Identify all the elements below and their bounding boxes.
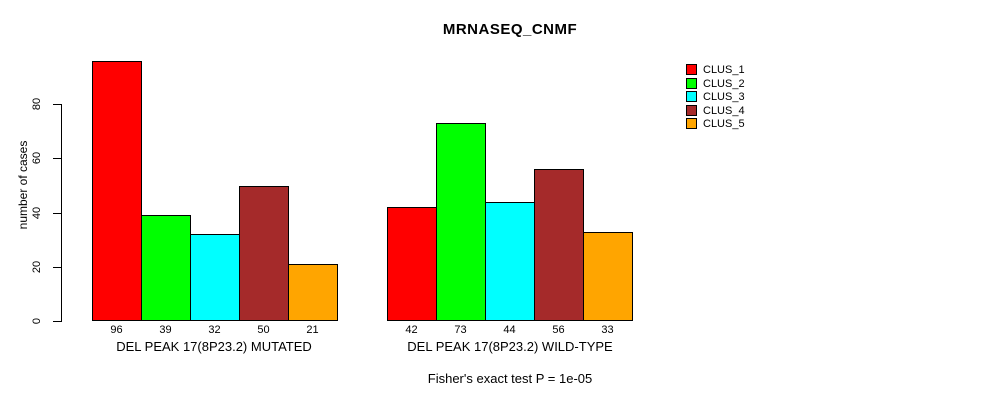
legend-swatch: [686, 104, 697, 116]
bar-value-label: 73: [454, 324, 467, 336]
y-tick: [53, 104, 61, 106]
legend-label: CLUS_5: [703, 118, 745, 130]
y-tick-label: 60: [31, 152, 43, 165]
bar-value-label: 42: [405, 324, 418, 336]
y-tick-label: 80: [31, 98, 43, 111]
bar-value-label: 56: [552, 324, 565, 336]
bar-value-label: 50: [257, 324, 270, 336]
y-tick: [53, 158, 61, 160]
y-tick: [53, 266, 61, 268]
bar-value-label: 44: [503, 324, 516, 336]
legend-label: CLUS_4: [703, 104, 745, 117]
bar: [239, 185, 289, 321]
legend-swatch: [686, 64, 697, 75]
legend-swatch: [686, 118, 697, 129]
y-axis-label: number of cases: [16, 140, 30, 230]
y-tick-label: 20: [31, 260, 43, 273]
bar: [534, 169, 584, 321]
bar: [436, 123, 486, 321]
y-tick-label: 0: [31, 317, 43, 325]
bar: [92, 60, 142, 321]
group-label-wildtype: DEL PEAK 17(8P23.2) WILD-TYPE: [407, 339, 613, 354]
legend-label: CLUS_1: [703, 64, 745, 76]
y-tick: [53, 321, 61, 322]
legend-label: CLUS_2: [703, 77, 745, 90]
bar-value-label: 96: [110, 324, 123, 336]
annotation-text: Fisher's exact test P = 1e-05: [427, 371, 593, 386]
bar: [141, 215, 191, 321]
y-tick-label: 40: [31, 206, 43, 219]
bar: [190, 234, 240, 321]
bar: [583, 231, 633, 321]
legend-swatch: [686, 77, 697, 89]
group-label-mutated: DEL PEAK 17(8P23.2) MUTATED: [116, 339, 312, 354]
legend-label: CLUS_3: [703, 91, 745, 103]
chart-title: MRNASEQ_CNMF: [442, 21, 578, 38]
bar: [387, 207, 437, 321]
bar-value-label: 32: [208, 324, 221, 336]
bar-value-label: 33: [601, 324, 614, 336]
bar-value-label: 21: [306, 324, 319, 336]
bar: [485, 201, 535, 321]
y-tick: [53, 212, 61, 214]
bar-value-label: 39: [159, 324, 172, 336]
bar: [288, 264, 338, 321]
y-axis-line: [61, 104, 62, 322]
legend-swatch: [686, 91, 697, 102]
